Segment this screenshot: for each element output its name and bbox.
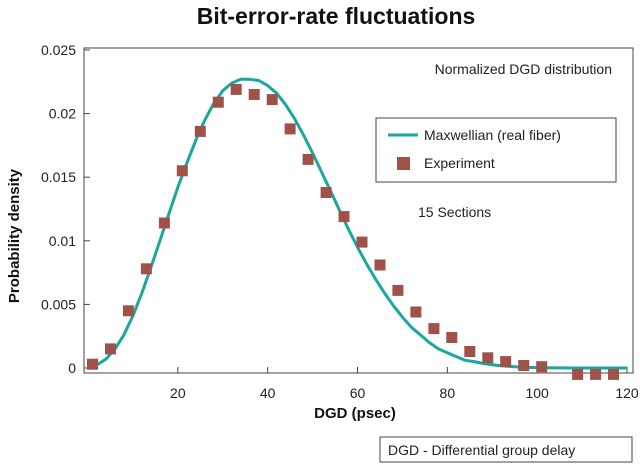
experiment-data-point — [122, 305, 134, 317]
x-tick-label: 20 — [170, 385, 186, 401]
experiment-data-point — [500, 356, 512, 368]
experiment-data-point — [248, 89, 260, 100]
experiment-data-point — [356, 236, 368, 248]
experiment-data-point — [536, 361, 548, 373]
series-experiment — [87, 83, 619, 380]
legend-label-maxwellian: Maxwellian (real fiber) — [424, 127, 561, 143]
experiment-data-point — [338, 211, 350, 223]
experiment-data-point — [302, 153, 314, 165]
experiment-data-point — [176, 165, 188, 177]
y-tick-label: 0.005 — [41, 296, 76, 312]
y-tick-label: 0.015 — [41, 169, 76, 185]
x-tick-label: 80 — [440, 385, 456, 401]
plot-frame — [83, 47, 634, 374]
legend-marker-swatch — [397, 157, 410, 170]
experiment-data-point — [284, 123, 296, 135]
experiment-data-point — [320, 187, 332, 198]
experiment-data-point — [446, 332, 458, 343]
experiment-data-point — [212, 96, 224, 108]
experiment-data-point — [590, 368, 602, 380]
experiment-data-point — [266, 94, 278, 106]
footer-note: DGD - Differential group delay — [388, 442, 575, 458]
annotation-sections: 15 Sections — [418, 204, 491, 220]
experiment-data-point — [374, 259, 386, 271]
y-tick-label: 0 — [68, 360, 76, 376]
footer-box — [379, 436, 633, 463]
x-axis-ticks: 20 40 60 80 100 120 — [170, 367, 639, 401]
experiment-data-point — [158, 217, 170, 229]
experiment-data-point — [518, 360, 530, 371]
experiment-data-point — [140, 263, 152, 275]
experiment-data-point — [608, 368, 619, 380]
experiment-data-point — [194, 125, 206, 137]
y-tick-label: 0.025 — [41, 42, 76, 58]
experiment-data-point — [230, 83, 242, 95]
experiment-data-point — [464, 346, 476, 357]
x-tick-label: 120 — [615, 385, 639, 401]
x-tick-label: 100 — [525, 385, 549, 401]
legend-box — [375, 117, 617, 183]
y-tick-label: 0.01 — [49, 233, 76, 249]
annotation-normalized-distribution: Normalized DGD distribution — [435, 61, 612, 77]
experiment-data-point — [572, 368, 584, 380]
y-axis-label: Probability density — [6, 168, 23, 303]
experiment-data-point — [87, 358, 98, 370]
y-axis-ticks: 0 0.005 0.01 0.015 0.02 0.025 — [41, 42, 90, 376]
legend: Maxwellian (real fiber) Experiment — [375, 117, 617, 183]
experiment-data-point — [105, 343, 116, 355]
experiment-data-point — [410, 306, 422, 318]
x-tick-label: 60 — [350, 385, 366, 401]
experiment-data-point — [482, 352, 494, 364]
experiment-data-point — [392, 284, 404, 296]
x-axis-label: DGD (psec) — [314, 405, 396, 422]
y-tick-label: 0.02 — [49, 106, 76, 122]
legend-label-experiment: Experiment — [424, 155, 495, 171]
experiment-data-point — [428, 323, 440, 335]
x-tick-label: 40 — [260, 385, 276, 401]
chart-title: Bit-error-rate fluctuations — [197, 3, 476, 29]
